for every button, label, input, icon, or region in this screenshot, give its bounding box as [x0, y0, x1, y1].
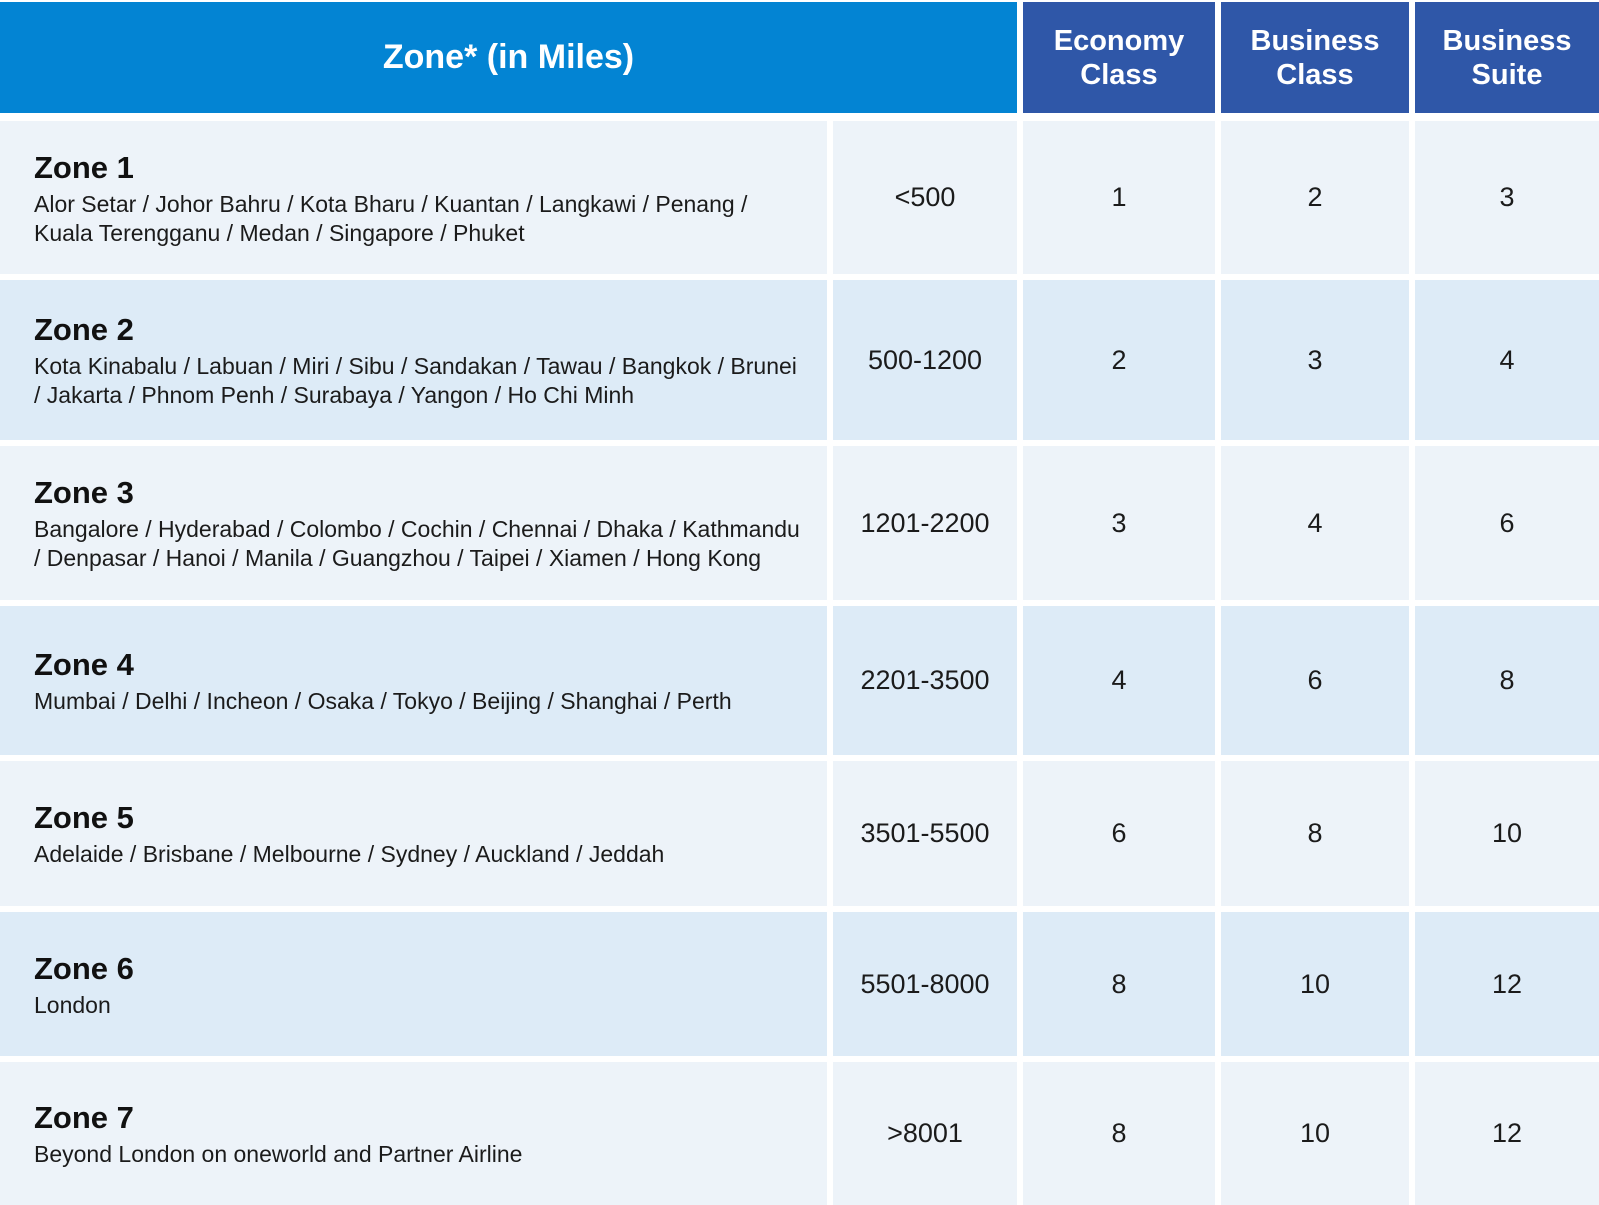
header-economy-line1: Economy [1053, 24, 1185, 57]
zone-cities: Bangalore / Hyderabad / Colombo / Cochin… [34, 516, 800, 571]
zone-cities: Adelaide / Brisbane / Melbourne / Sydney… [34, 841, 665, 867]
header-zone-label: Zone* (in Miles) [382, 38, 635, 76]
zone-1-miles: <500 [833, 121, 1017, 274]
zone-name: Zone 6 [34, 950, 134, 986]
zone-5-business-suite: 10 [1415, 761, 1599, 906]
zone-6-miles: 5501-8000 [833, 912, 1017, 1056]
zone-6-business-class: 10 [1221, 912, 1409, 1056]
header-zone: Zone* (in Miles) [0, 2, 1017, 113]
zone-2-business-class: 3 [1221, 280, 1409, 440]
zone-name: Zone 1 [34, 149, 134, 185]
zone-name: Zone 7 [34, 1100, 134, 1135]
zone-5-economy: 6 [1023, 761, 1215, 906]
header-business-suite: Business Suite [1415, 2, 1599, 113]
zone-2-economy: 2 [1023, 280, 1215, 440]
zone-4-economy: 4 [1023, 606, 1215, 755]
zone-7-miles: >8001 [833, 1062, 1017, 1205]
zone-5-cell: Zone 5 Adelaide / Brisbane / Melbourne /… [0, 761, 827, 906]
zone-5-miles: 3501-5500 [833, 761, 1017, 906]
header-business-class-line1: Business [1250, 24, 1380, 57]
zone-cities: Beyond London on oneworld and Partner Ai… [34, 1141, 523, 1167]
header-economy-class: Economy Class [1023, 2, 1215, 113]
header-business-class-line2: Class [1276, 58, 1354, 91]
header-business-suite-line2: Suite [1471, 58, 1543, 91]
zone-cities: Alor Setar / Johor Bahru / Kota Bharu / … [34, 190, 748, 246]
zone-4-business-suite: 8 [1415, 606, 1599, 755]
zone-name: Zone 3 [34, 475, 134, 510]
zone-6-business-suite: 12 [1415, 912, 1599, 1056]
zone-name: Zone 4 [34, 647, 134, 682]
zone-3-cell: Zone 3 Bangalore / Hyderabad / Colombo /… [0, 446, 827, 600]
zone-cities: London [34, 991, 111, 1018]
zone-1-business-suite: 3 [1415, 121, 1599, 274]
zone-6-economy: 8 [1023, 912, 1215, 1056]
zone-3-business-suite: 6 [1415, 446, 1599, 600]
zone-4-business-class: 6 [1221, 606, 1409, 755]
zone-5-business-class: 8 [1221, 761, 1409, 906]
zone-1-economy: 1 [1023, 121, 1215, 274]
zone-cities: Kota Kinabalu / Labuan / Miri / Sibu / S… [34, 353, 797, 408]
zone-6-cell: Zone 6 London [0, 912, 827, 1056]
zone-2-business-suite: 4 [1415, 280, 1599, 440]
zone-1-cell: Zone 1 Alor Setar / Johor Bahru / Kota B… [0, 121, 827, 274]
zone-cities: Mumbai / Delhi / Incheon / Osaka / Tokyo… [34, 688, 732, 714]
zone-3-economy: 3 [1023, 446, 1215, 600]
zone-name: Zone 2 [34, 312, 134, 347]
header-economy-line2: Class [1080, 58, 1158, 91]
header-business-suite-line1: Business [1442, 24, 1572, 57]
zone-4-miles: 2201-3500 [833, 606, 1017, 755]
zone-1-business-class: 2 [1221, 121, 1409, 274]
zone-7-cell: Zone 7 Beyond London on oneworld and Par… [0, 1062, 827, 1205]
zone-4-cell: Zone 4 Mumbai / Delhi / Incheon / Osaka … [0, 606, 827, 755]
zone-7-business-class: 10 [1221, 1062, 1409, 1205]
zone-3-business-class: 4 [1221, 446, 1409, 600]
zone-3-miles: 1201-2200 [833, 446, 1017, 600]
header-business-class: Business Class [1221, 2, 1409, 113]
zone-7-business-suite: 12 [1415, 1062, 1599, 1205]
zone-2-cell: Zone 2 Kota Kinabalu / Labuan / Miri / S… [0, 280, 827, 440]
zone-2-miles: 500-1200 [833, 280, 1017, 440]
zone-7-economy: 8 [1023, 1062, 1215, 1205]
zone-name: Zone 5 [34, 800, 134, 835]
